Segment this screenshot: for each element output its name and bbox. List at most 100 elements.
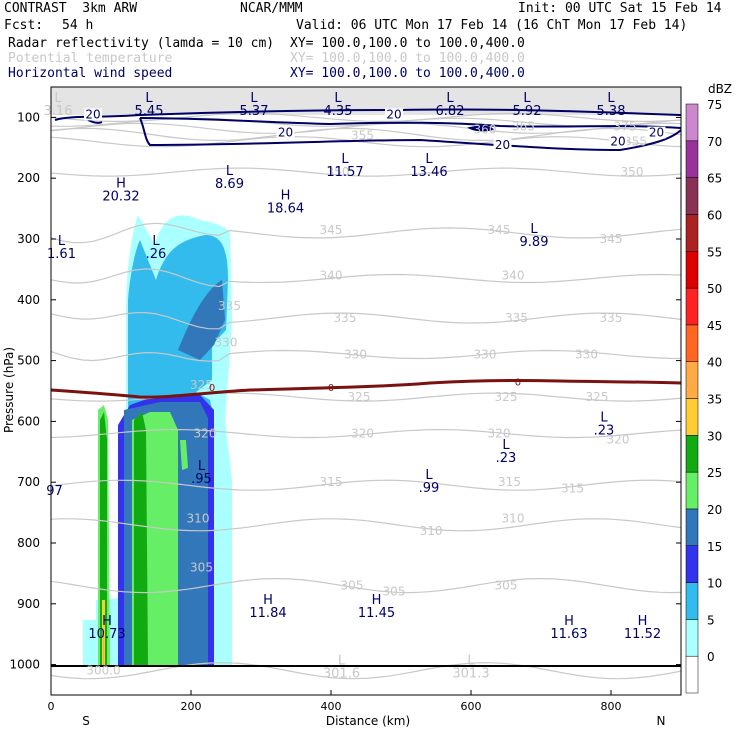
extremum-value: 9.89	[520, 235, 549, 250]
theta-label: 305	[190, 560, 213, 574]
theta-contour	[51, 167, 681, 177]
colorbar-swatch	[685, 619, 699, 657]
extremum-value: 4.35	[324, 104, 353, 119]
colorbar-swatch	[685, 214, 699, 252]
extremum-type: L	[334, 91, 342, 106]
theta-label: 335	[600, 311, 623, 325]
extremum-type: L	[54, 91, 62, 106]
theta-label: 330	[215, 335, 238, 349]
theta-label: 350	[327, 165, 350, 179]
theta-label: 320	[194, 427, 217, 441]
theta-labels: 375 365 360 355 355 350 350 345 345 345 340 340 335 3…	[86, 120, 647, 678]
extremum-value: .23	[594, 423, 615, 438]
extremum-value: .23	[496, 451, 517, 466]
colorbar-swatch	[685, 361, 699, 399]
colorbar-swatch	[685, 324, 699, 362]
theta-label: 315	[320, 475, 343, 489]
y-tick-label: 900	[17, 597, 40, 611]
extremum-value: 8.69	[215, 177, 244, 192]
x-axis-label: Distance (km)	[326, 714, 410, 728]
theta-label: 310	[420, 524, 443, 538]
extremum-type: H	[564, 614, 574, 629]
extremum-value: .95	[191, 472, 212, 487]
colorbar-swatch	[685, 177, 699, 215]
extremum-value: 6.82	[436, 104, 465, 119]
extremum-type: L	[600, 410, 608, 425]
extremum-value: 301.3	[452, 667, 489, 682]
x-tick-label: 600	[461, 700, 482, 713]
colorbar-tick-label: 20	[707, 503, 722, 517]
theta-label: 330	[344, 348, 367, 362]
freezing-level-line	[50, 378, 682, 399]
extremum-value: 20.32	[102, 189, 139, 204]
colorbar-swatch	[685, 582, 699, 620]
extremum-type: L	[152, 234, 160, 249]
theta-label: 310	[502, 512, 525, 526]
extremum-value: 5.37	[240, 104, 269, 119]
extremum-value: 5.92	[513, 104, 542, 119]
extremum-value: 11.84	[249, 606, 286, 621]
colorbar-tick-label: 40	[707, 356, 722, 370]
freezing-label: 0	[328, 383, 334, 394]
wind-label-bg	[385, 108, 403, 121]
theta-label: 320	[607, 433, 630, 447]
extremum-value: 13.46	[410, 165, 447, 180]
extremum-value: 11.57	[326, 165, 363, 180]
field-theta: Potential temperature	[8, 51, 173, 66]
wind-label: 20	[495, 138, 510, 152]
dbz-30-left	[100, 412, 107, 665]
forecast-hour: 54 h	[62, 18, 94, 33]
colorbar-tick-label: 50	[707, 282, 722, 296]
extremum-type: H	[638, 614, 648, 629]
wind-label: 20	[386, 107, 401, 121]
y-tick-label: 100	[17, 110, 40, 124]
field-theta-xy: XY= 100.0,100.0 to 100.0,400.0	[290, 51, 525, 66]
extremum-value: 1.61	[47, 247, 76, 262]
extremum-type: L	[145, 91, 153, 106]
wind-label: 20	[278, 126, 293, 140]
dbz-30-region	[134, 412, 148, 665]
north-label: N	[657, 714, 666, 728]
wind-label-bg	[276, 126, 295, 139]
dbz-40-region	[103, 630, 104, 665]
theta-label: 375	[614, 120, 637, 134]
y-tick-label: 300	[17, 232, 40, 246]
x-tick-label: 800	[601, 700, 622, 713]
theta-contour	[51, 127, 681, 142]
theta-contour	[51, 311, 681, 330]
freezing-label: 0	[515, 377, 521, 388]
freezing-label: 0	[209, 383, 215, 394]
extremum-value: 18.64	[267, 201, 304, 216]
extremum-type: H	[116, 176, 126, 191]
colorbar-tick-label: 30	[707, 429, 722, 443]
y-tick-label: 200	[17, 171, 40, 185]
extremum-type: H	[102, 614, 112, 629]
theta-contour	[51, 268, 681, 288]
extremum-value: 97	[46, 484, 63, 499]
colorbar-tick-label: 45	[707, 319, 722, 333]
field-wind-xy: XY= 100.0,100.0 to 100.0,400.0	[290, 66, 525, 81]
reflectivity-shading	[83, 215, 232, 665]
colorbar-swatch	[685, 471, 699, 510]
theta-label: 305	[341, 579, 364, 593]
theta-contours	[51, 112, 681, 680]
extremum-type: L	[226, 164, 234, 179]
dbz-25-mid	[180, 440, 188, 470]
extremum-type: L	[250, 91, 258, 106]
extremum-type: H	[263, 593, 273, 608]
theta-label: 325	[348, 390, 371, 404]
extremum-value: .99	[419, 481, 440, 496]
colorbar-swatch	[685, 103, 699, 142]
wind-20-contour	[54, 108, 681, 152]
extremum-type: L	[58, 234, 66, 249]
init-time: Init: 00 UTC Sat 15 Feb 14	[518, 1, 722, 16]
theta-label: 335	[218, 299, 241, 313]
extremum-value: 5.38	[597, 104, 626, 119]
freezing-labels: 0 0 0	[209, 377, 521, 393]
theta-contour	[51, 518, 681, 532]
extremum-type: L	[502, 438, 510, 453]
y-tick-label: 400	[17, 293, 40, 307]
colorbar-swatch	[685, 251, 699, 289]
theta-label: 365	[512, 120, 535, 134]
